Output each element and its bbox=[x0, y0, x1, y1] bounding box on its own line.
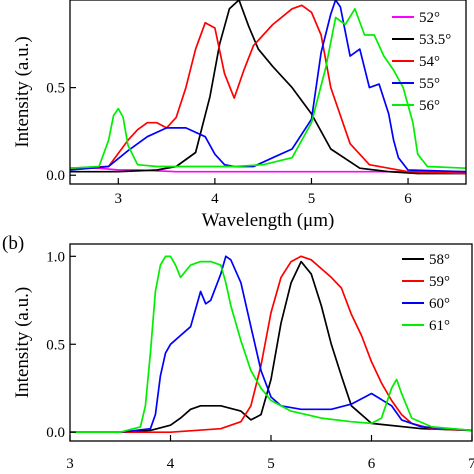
panel-a-x-tick-label: 3 bbox=[115, 191, 123, 207]
panel-b-legend: 58° 59° 60° 61° bbox=[402, 252, 450, 334]
panel-b: (b) 3 4 5 6 70.00.51.0 Intensity (a.u.) 58°5… bbox=[2, 233, 474, 472]
panel-b-ticks: 3 4 5 6 7 0.0 0.5 1.0 bbox=[46, 249, 474, 472]
panel-a-series bbox=[70, 0, 466, 175]
panel-a-y-tick-label: 0.5 bbox=[46, 81, 65, 97]
panel-a-legend-label-2: 54° bbox=[419, 54, 440, 70]
panel-a-y-axis-title: Intensity (a.u.) bbox=[12, 36, 33, 147]
panel-b-series-line-2 bbox=[70, 255, 472, 434]
panel-b-y-tick-label: 1.0 bbox=[46, 249, 65, 265]
panel-b-legend-label-2: 60° bbox=[429, 296, 450, 312]
panel-a: 3 4 5 6 0.0 0.5 Wavelength (μm) Intensity (a.… bbox=[12, 0, 467, 231]
panel-a-y-tick-label: 0.0 bbox=[46, 168, 65, 184]
panel-b-legend-label-1: 59° bbox=[429, 274, 450, 290]
panel-b-series-line-1 bbox=[70, 255, 472, 434]
panel-a-legend-label-1: 53.5° bbox=[419, 32, 451, 48]
panel-a-legend: 52° 53.5° 54° 55° 56° bbox=[392, 10, 451, 114]
panel-b-legend-label-0: 58° bbox=[429, 252, 450, 268]
panel-a-series-line-2 bbox=[70, 4, 466, 175]
panel-b-series-line-0 bbox=[70, 260, 472, 434]
panel-b-x-tick-label: 6 bbox=[368, 456, 376, 472]
panel-a-x-tick-label: 5 bbox=[308, 191, 316, 207]
panel-b-series-line-3 bbox=[70, 255, 472, 434]
panel-a-x-tick-label: 6 bbox=[404, 191, 412, 207]
panel-b-x-tick-label: 4 bbox=[167, 456, 175, 472]
panel-b-legend-label-3: 61° bbox=[429, 318, 450, 334]
panel-b-series bbox=[70, 255, 472, 434]
panel-a-legend-label-4: 56° bbox=[419, 98, 440, 114]
panel-a-x-axis-title: Wavelength (μm) bbox=[202, 210, 335, 231]
panel-b-x-tick-label: 5 bbox=[267, 456, 275, 472]
panel-a-series-line-3 bbox=[70, 0, 466, 173]
panel-b-x-tick-label: 3 bbox=[66, 456, 74, 472]
panel-a-ticks: 3 4 5 6 0.0 0.5 bbox=[46, 81, 412, 207]
panel-b-y-axis-title: Intensity (a.u.) bbox=[12, 287, 33, 398]
panel-b-label: (b) bbox=[2, 233, 24, 254]
panel-a-series-line-4 bbox=[70, 7, 466, 170]
panel-a-x-tick-label: 4 bbox=[211, 191, 219, 207]
panel-b-frame bbox=[69, 243, 473, 442]
panel-a-legend-label-3: 55° bbox=[419, 76, 440, 92]
panel-b-y-tick-label: 0.5 bbox=[46, 337, 65, 353]
panel-a-legend-label-0: 52° bbox=[419, 10, 440, 26]
panel-b-x-tick-label: 7 bbox=[468, 456, 474, 472]
panel-a-frame bbox=[69, 0, 467, 185]
panel-b-y-tick-label: 0.0 bbox=[46, 425, 65, 441]
